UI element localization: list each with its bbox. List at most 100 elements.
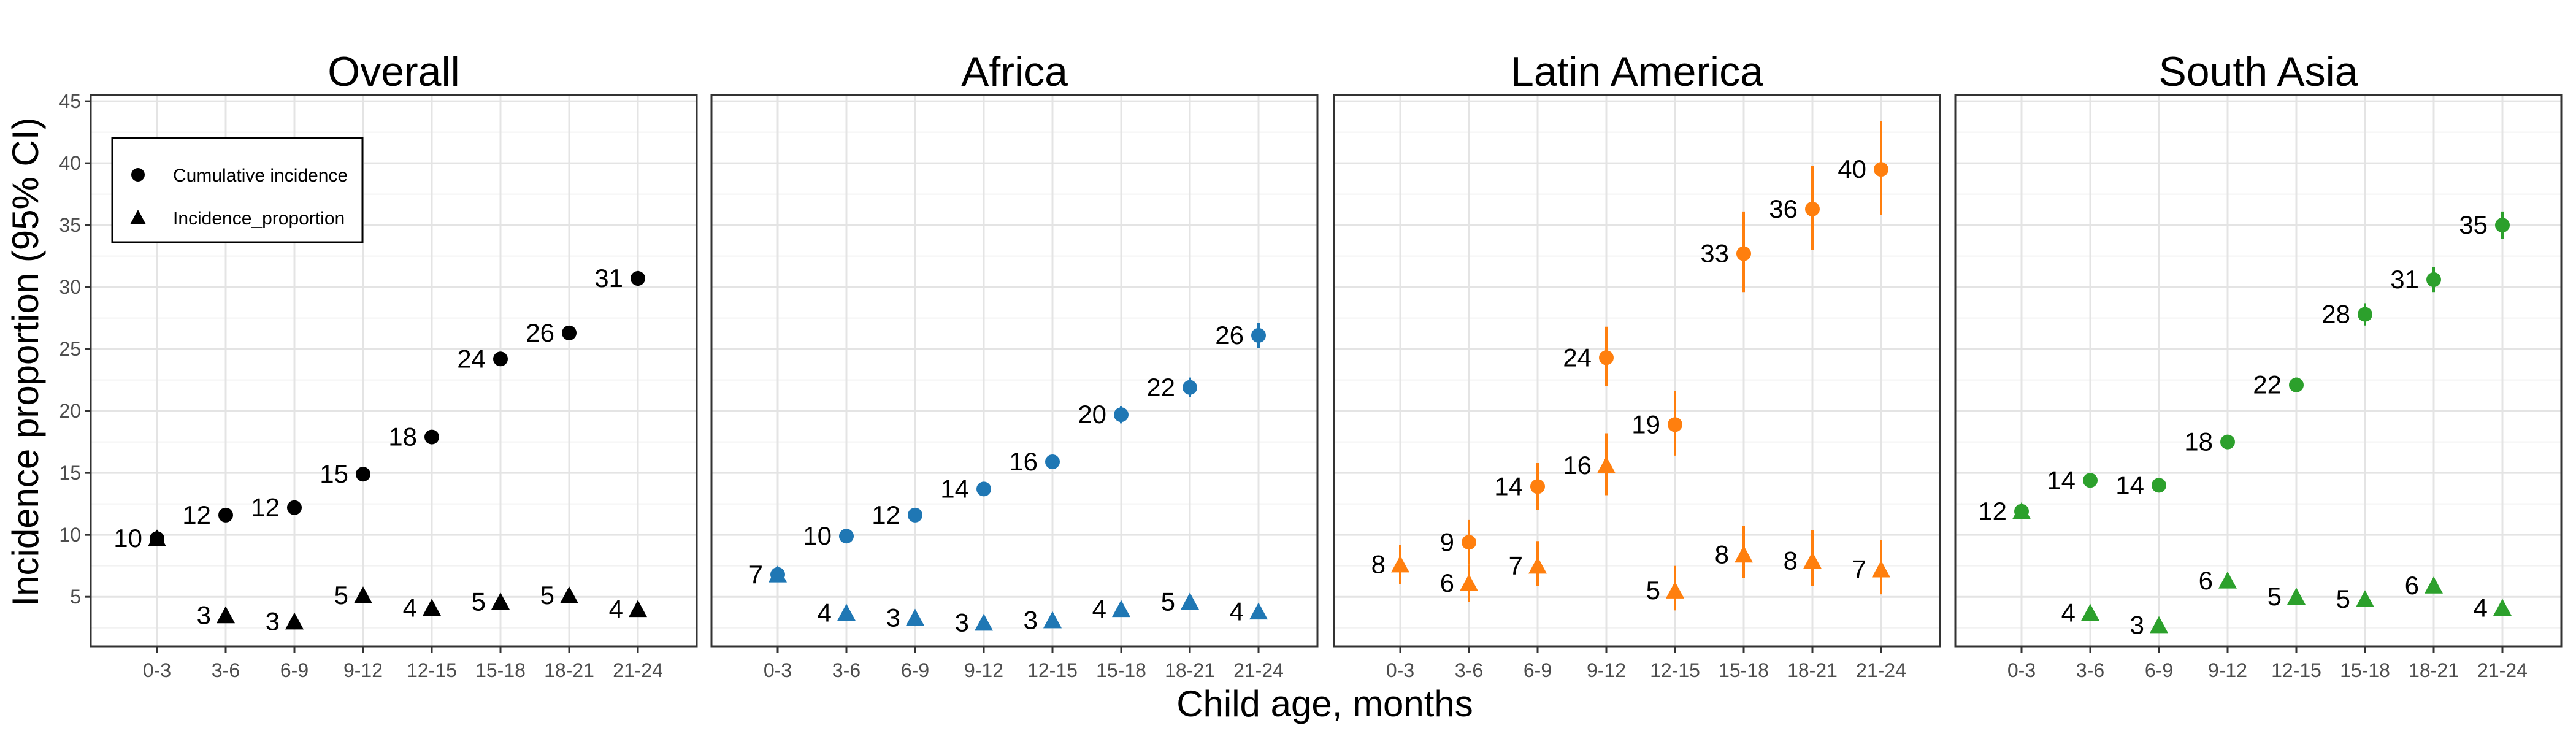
data-point-circle <box>287 500 302 515</box>
data-label: 40 <box>1838 155 1866 183</box>
data-point-triangle <box>2218 571 2237 589</box>
data-label: 24 <box>457 344 486 373</box>
data-label: 6 <box>1440 569 1454 597</box>
data-label: 5 <box>2267 582 2282 611</box>
x-tick-label: 3-6 <box>2076 659 2104 681</box>
data-point-triangle <box>769 565 787 583</box>
data-label: 5 <box>1161 587 1175 616</box>
x-tick-label: 6-9 <box>1524 659 1552 681</box>
data-label: 18 <box>2184 427 2213 456</box>
data-point-triangle <box>1872 560 1890 578</box>
data-label: 35 <box>2459 210 2488 239</box>
panel-title: South Asia <box>2158 48 2358 95</box>
data-label: 8 <box>1371 550 1386 579</box>
x-tick-label: 15-18 <box>475 659 526 681</box>
data-point-circle <box>839 529 854 544</box>
data-label: 4 <box>1230 597 1244 626</box>
data-label: 4 <box>403 593 417 622</box>
x-tick-label: 3-6 <box>1455 659 1483 681</box>
y-axis-label: Incidence proportion (95% CI) <box>5 117 46 606</box>
data-point-triangle <box>2012 502 2031 519</box>
panel-2: 0-3 3-6 6-9 9-12 12-15 15-18 18-21 21-24 8 9 6 14 7 2… <box>1333 48 1941 681</box>
x-tick-label: 18-21 <box>2409 659 2459 681</box>
data-label: 10 <box>113 524 142 553</box>
x-tick-label: 9-12 <box>2208 659 2247 681</box>
x-tick-label: 6-9 <box>901 659 929 681</box>
y-tick-label: 45 <box>59 90 81 112</box>
x-tick-label: 15-18 <box>1719 659 1769 681</box>
data-label: 26 <box>1215 321 1244 350</box>
y-tick-label: 25 <box>59 338 81 360</box>
panel-background <box>1334 95 1940 646</box>
data-point-triangle <box>837 603 856 621</box>
data-label: 8 <box>1784 546 1798 575</box>
x-tick-label: 6-9 <box>280 659 309 681</box>
y-tick-label: 30 <box>59 276 81 298</box>
data-label: 12 <box>872 500 900 529</box>
panel-1: 0-3 3-6 6-9 9-12 12-15 15-18 18-21 21-24 7 10 12 14… <box>710 48 1319 681</box>
data-label: 20 <box>1078 400 1106 429</box>
data-point-triangle <box>285 612 304 630</box>
data-label: 3 <box>2130 611 2144 640</box>
data-label: 3 <box>197 600 211 629</box>
x-tick-label: 21-24 <box>2477 659 2528 681</box>
data-point-triangle <box>975 613 993 631</box>
panel-3: 0-3 3-6 6-9 9-12 12-15 15-18 18-21 21-24 12 14 14 1… <box>1954 48 2563 681</box>
panel-border <box>90 94 698 648</box>
data-label: 4 <box>609 594 623 623</box>
data-label: 28 <box>2321 300 2350 329</box>
data-label: 3 <box>1024 606 1038 635</box>
data-label: 14 <box>2047 465 2076 494</box>
x-tick-label: 21-24 <box>1856 659 1906 681</box>
x-tick-label: 9-12 <box>1587 659 1626 681</box>
data-label: 5 <box>472 587 486 616</box>
data-point-circle <box>424 429 439 445</box>
data-label: 22 <box>2253 370 2282 399</box>
x-tick-label: 21-24 <box>1233 659 1284 681</box>
data-label: 14 <box>940 474 969 503</box>
data-label: 14 <box>2115 470 2144 499</box>
x-tick-label: 15-18 <box>1096 659 1146 681</box>
x-tick-label: 3-6 <box>832 659 861 681</box>
y-tick-label: 5 <box>70 586 81 608</box>
data-point-triangle <box>148 529 166 546</box>
panels-layer: 0-3 3-6 6-9 9-12 12-15 15-18 18-21 21-24 5 10 15 20… <box>59 48 2563 681</box>
data-point-circle <box>631 270 645 286</box>
data-point-circle <box>2152 478 2166 493</box>
data-label: 3 <box>266 607 280 636</box>
data-label: 33 <box>1700 239 1729 268</box>
legend-label-incidence: Incidence_proportion <box>173 209 345 229</box>
legend-label-cumulative: Cumulative incidence <box>173 166 348 186</box>
x-tick-label: 0-3 <box>764 659 792 681</box>
x-tick-label: 15-18 <box>2340 659 2390 681</box>
data-point-triangle <box>1460 573 1478 591</box>
data-point-circle <box>2289 377 2304 392</box>
data-point-triangle <box>1666 581 1684 599</box>
data-point-triangle <box>1803 551 1822 569</box>
data-label: 22 <box>1146 373 1175 402</box>
data-label: 12 <box>251 493 280 522</box>
data-point-triangle <box>423 599 441 616</box>
data-label: 24 <box>1563 343 1592 372</box>
data-point-circle <box>2083 473 2098 488</box>
data-point-circle <box>1530 479 1545 494</box>
data-point-circle <box>1736 246 1751 261</box>
legend: Cumulative incidence Incidence_proportio… <box>111 137 364 243</box>
panel-border <box>710 94 1319 648</box>
data-point-triangle <box>2425 576 2443 594</box>
data-point-triangle <box>629 600 647 618</box>
data-label: 19 <box>1631 410 1660 438</box>
data-point-circle <box>1183 380 1197 395</box>
panel-border <box>1333 94 1941 648</box>
data-point-circle <box>1462 535 1476 550</box>
data-point-circle <box>1874 162 1888 177</box>
panel-title: Overall <box>328 48 459 95</box>
data-label: 9 <box>1440 527 1454 556</box>
y-tick-label: 20 <box>59 400 81 422</box>
x-tick-label: 21-24 <box>613 659 663 681</box>
x-tick-label: 9-12 <box>343 659 383 681</box>
data-label: 6 <box>2199 566 2213 595</box>
data-point-circle <box>976 481 991 497</box>
panel-background <box>711 95 1317 646</box>
